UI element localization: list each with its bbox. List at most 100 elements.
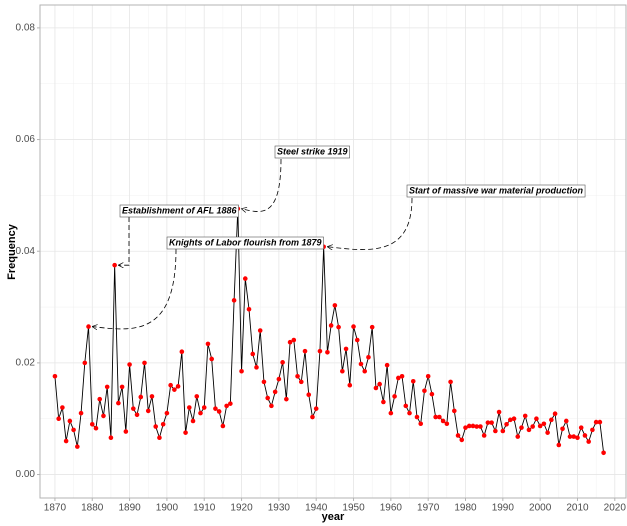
data-point [332, 303, 338, 308]
data-point [552, 411, 558, 416]
data-point [418, 421, 424, 427]
data-point [373, 385, 379, 391]
x-tick-label: 1930 [268, 503, 291, 514]
data-point [425, 373, 431, 379]
data-point [291, 337, 297, 343]
data-point [183, 430, 188, 435]
data-point [149, 394, 155, 399]
data-point [399, 373, 405, 379]
data-point [343, 346, 349, 352]
annotation-arrow [119, 217, 130, 265]
x-tick-label: 1910 [193, 503, 216, 514]
data-point [325, 349, 330, 355]
data-point [242, 276, 248, 281]
data-point [302, 348, 308, 354]
data-point [545, 430, 550, 435]
data-point [213, 406, 218, 411]
x-tick-label: 1950 [342, 503, 365, 514]
data-point [485, 420, 491, 425]
data-point [56, 416, 61, 422]
x-tick-label: 2000 [529, 503, 552, 514]
x-tick-label: 1940 [305, 503, 328, 514]
data-point [336, 324, 341, 330]
data-point [597, 419, 603, 425]
data-point [478, 424, 483, 429]
data-point [280, 360, 285, 365]
data-point [317, 348, 323, 354]
data-point [190, 418, 196, 424]
y-tick-label: 0.00 [16, 469, 36, 480]
x-tick-label: 1970 [417, 503, 440, 514]
data-point [489, 420, 494, 425]
data-point [220, 423, 226, 429]
data-point [269, 403, 274, 409]
annotation-label: Steel strike 1919 [277, 146, 348, 156]
data-point [530, 424, 535, 429]
data-point [160, 422, 166, 427]
annotation-box [119, 204, 239, 218]
annotation-arrow [93, 248, 177, 329]
data-point [541, 421, 547, 427]
annotation-box [406, 184, 586, 198]
data-point [422, 388, 427, 394]
data-point [306, 392, 312, 398]
data-point [224, 403, 229, 409]
data-point [381, 399, 386, 405]
y-tick-label: 0.06 [16, 134, 36, 145]
data-point [131, 406, 136, 411]
data-point [500, 428, 506, 434]
data-point [145, 408, 151, 414]
x-tick-label: 2020 [604, 503, 627, 514]
data-point [563, 418, 569, 424]
x-tick-label: 1990 [492, 503, 515, 514]
data-point [60, 405, 65, 410]
data-point [239, 368, 244, 374]
data-point [560, 426, 565, 432]
data-point [448, 379, 453, 385]
data-point [358, 361, 364, 367]
y-tick-label: 0.04 [16, 246, 36, 257]
data-point [496, 409, 502, 415]
annotation-label: Knights of Labor flourish from 1879 [169, 237, 322, 247]
data-point [313, 406, 319, 411]
data-point [134, 412, 140, 418]
data-point [257, 328, 263, 333]
data-point [515, 434, 521, 439]
data-point [164, 410, 170, 416]
data-point [175, 384, 181, 389]
data-point [444, 421, 450, 427]
data-point [452, 408, 457, 414]
y-axis-label: Frequency [6, 223, 18, 280]
data-point [179, 349, 185, 355]
data-point [254, 365, 259, 370]
data-point [362, 368, 368, 374]
data-point [511, 416, 517, 422]
data-point [522, 413, 528, 419]
x-tick-label: 1890 [118, 503, 141, 514]
data-point [97, 396, 103, 402]
data-point [347, 382, 353, 388]
data-point [168, 382, 173, 388]
data-point [328, 323, 334, 328]
annotation-label: Establishment of AFL 1886 [122, 205, 238, 215]
data-point [440, 418, 446, 424]
data-point [466, 423, 472, 429]
data-point [377, 381, 382, 387]
x-tick-label: 1980 [454, 503, 477, 514]
x-tick-label: 1880 [81, 503, 104, 514]
data-point [567, 434, 573, 439]
data-point [123, 429, 129, 434]
data-point [138, 394, 144, 400]
data-point [351, 324, 356, 329]
data-point [384, 362, 390, 368]
data-point [101, 413, 106, 419]
data-point [403, 403, 409, 409]
data-point [537, 423, 543, 429]
data-point [578, 425, 584, 430]
data-point [104, 384, 110, 390]
data-point [246, 306, 252, 312]
data-point [369, 324, 375, 330]
data-point [366, 355, 371, 360]
data-point [582, 433, 588, 438]
